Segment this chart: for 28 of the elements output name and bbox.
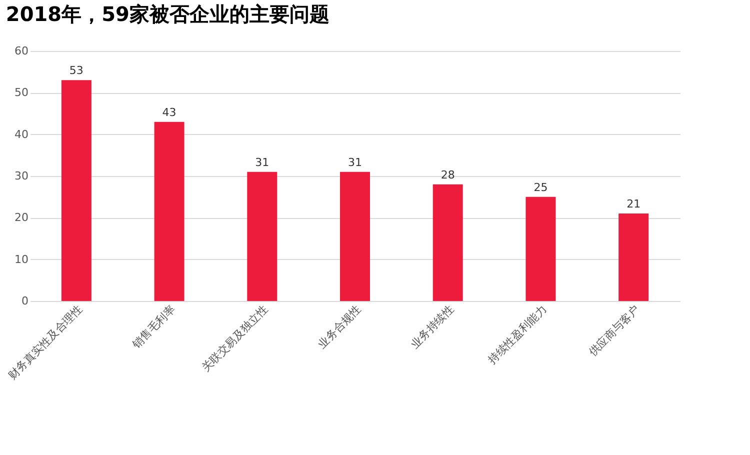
bar [432, 184, 463, 301]
y-tick-label: 30 [14, 170, 28, 182]
y-tick-label: 10 [14, 252, 28, 266]
y-tick-label: 40 [14, 128, 28, 141]
bar [526, 196, 556, 301]
data-label: 28 [440, 168, 455, 182]
data-label: 31 [348, 156, 362, 169]
x-tick-label: 业务持续性 [408, 302, 456, 351]
x-tick-label: 持续性盈利能力 [486, 302, 550, 366]
bar [61, 80, 92, 301]
data-label: 25 [534, 180, 548, 194]
x-tick-label: 业务合规性 [315, 302, 364, 351]
bar [618, 214, 649, 301]
bar [340, 172, 370, 301]
y-tick-label: 60 [14, 44, 28, 58]
x-tick-label: 销售毛利率 [128, 302, 178, 352]
x-tick-label: 关联交易及独立性 [199, 302, 271, 374]
bar [154, 122, 184, 301]
data-label: 53 [69, 64, 84, 78]
chart-title: 2018年，59家被否企业的主要问题 [6, 2, 330, 26]
y-tick-label: 0 [22, 294, 28, 308]
bar [247, 172, 278, 301]
data-label: 43 [162, 106, 176, 119]
y-tick-label: 50 [14, 86, 28, 100]
data-label: 21 [626, 198, 641, 210]
y-tick-label: 20 [14, 211, 28, 224]
data-label: 31 [255, 156, 270, 169]
x-tick-label: 供应商与客户 [586, 302, 642, 359]
